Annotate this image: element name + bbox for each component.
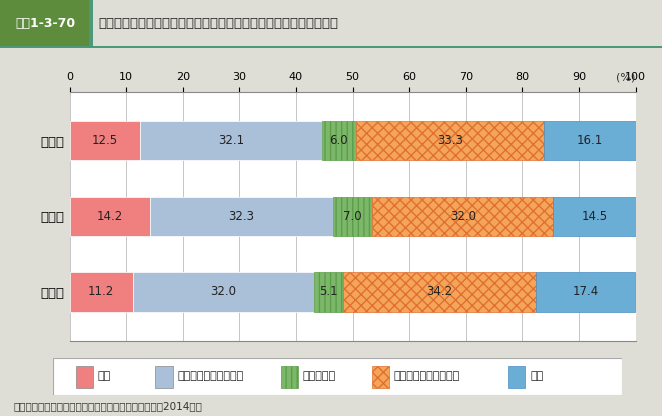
Text: わからない: わからない (303, 371, 336, 381)
Text: 賛成: 賛成 (97, 371, 111, 381)
Bar (89, 0, 93, 48)
Bar (70, 197, 150, 236)
Bar (372, 197, 553, 236)
Text: 32.0: 32.0 (211, 285, 236, 298)
Bar (140, 121, 322, 160)
Text: どちらかといえば賛成: どちらかといえば賛成 (177, 371, 244, 381)
Bar (333, 197, 372, 236)
Bar (544, 121, 636, 160)
Text: 17.4: 17.4 (573, 285, 599, 298)
Bar (314, 272, 343, 312)
Text: 6.0: 6.0 (330, 134, 348, 147)
Bar (150, 197, 333, 236)
Bar (156, 366, 173, 388)
Text: 12.5: 12.5 (92, 134, 118, 147)
Bar (133, 272, 314, 312)
Bar (70, 121, 140, 160)
Text: 32.3: 32.3 (228, 210, 254, 223)
Text: 「夫は外で働き妻は家庭を守るべきである」という考え方について: 「夫は外で働き妻は家庭を守るべきである」という考え方について (98, 17, 338, 30)
Text: 図表1-3-70: 図表1-3-70 (15, 17, 75, 30)
Text: 14.5: 14.5 (581, 210, 608, 223)
Bar (281, 366, 298, 388)
Bar (70, 272, 133, 312)
Text: (%): (%) (616, 73, 636, 83)
Bar (0, 0, 89, 48)
Text: 16.1: 16.1 (577, 134, 603, 147)
Bar (343, 272, 536, 312)
Text: 反対: 反対 (530, 371, 544, 381)
Text: 32.0: 32.0 (450, 210, 476, 223)
Text: 14.2: 14.2 (97, 210, 123, 223)
Text: 7.0: 7.0 (343, 210, 362, 223)
Text: 11.2: 11.2 (88, 285, 115, 298)
Bar (553, 197, 636, 236)
Text: 5.1: 5.1 (319, 285, 338, 298)
Text: 34.2: 34.2 (426, 285, 453, 298)
Bar (322, 121, 356, 160)
Bar (356, 121, 544, 160)
Bar (536, 272, 635, 312)
Bar (75, 366, 93, 388)
Text: どちらかといえば反対: どちらかといえば反対 (393, 371, 459, 381)
Text: 32.1: 32.1 (218, 134, 244, 147)
Bar (372, 366, 389, 388)
Text: 33.3: 33.3 (437, 134, 463, 147)
Bar (0, 46, 662, 48)
Bar (508, 366, 526, 388)
Text: 資料：内閣府「女性の活躍推進に関する世論調査」（2014年）: 資料：内閣府「女性の活躍推進に関する世論調査」（2014年） (13, 401, 202, 411)
